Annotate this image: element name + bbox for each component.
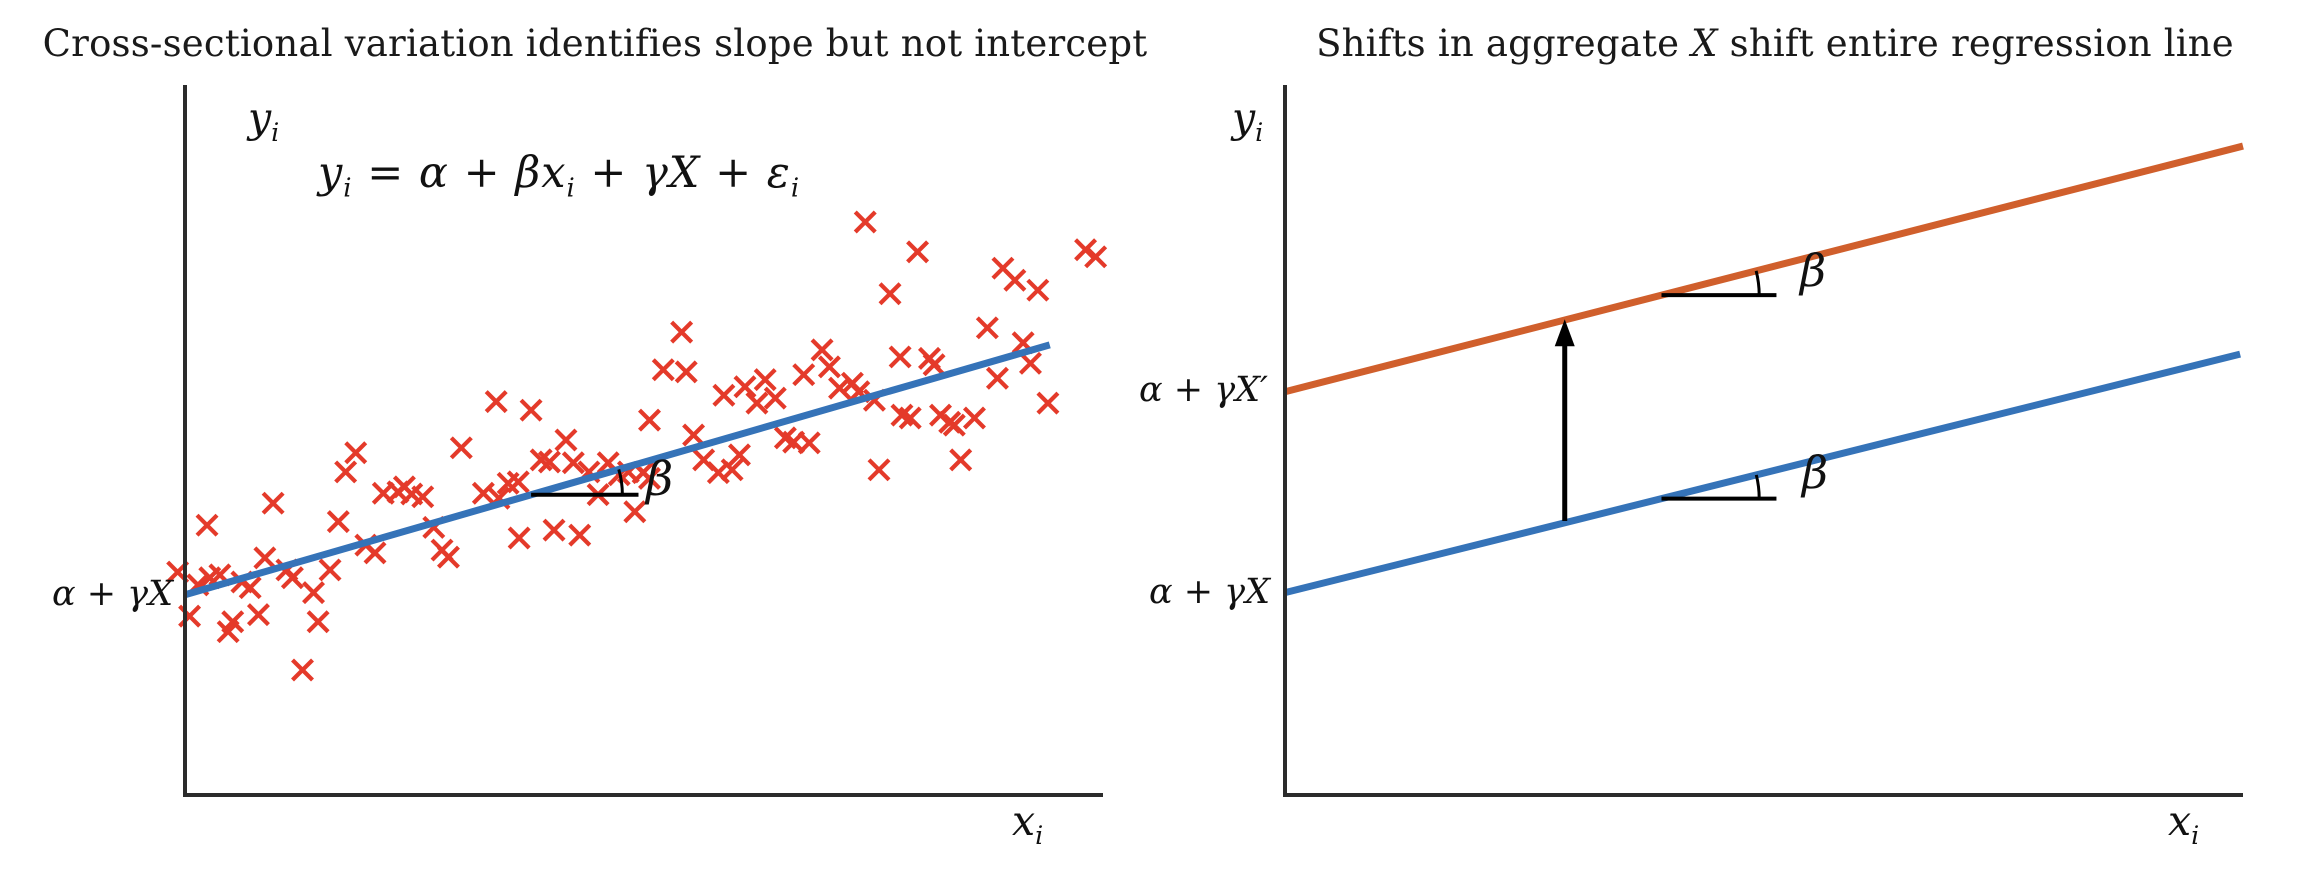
- lower-intercept-label: α + γX: [1148, 572, 1270, 612]
- left-panel-title: Cross-sectional variation identifies slo…: [42, 22, 1148, 65]
- model-equation: yi = α + βxi + γX + εi: [318, 148, 801, 204]
- left-intercept-label: α + γX: [51, 574, 173, 614]
- upper-intercept-label: α + γX′: [1139, 370, 1268, 410]
- right-panel-title: Shifts in aggregate X shift entire regre…: [1316, 22, 2234, 65]
- left-y-axis-label: yi: [248, 94, 280, 148]
- left-slope-beta-label: β: [646, 452, 674, 507]
- right-x-axis-label: xi: [2168, 797, 2200, 851]
- left-x-axis-label: xi: [1012, 797, 1044, 851]
- upper-slope-beta-label: β: [1800, 244, 1827, 297]
- lower-slope-beta-label: β: [1802, 446, 1829, 499]
- right-y-axis-label: yi: [1232, 94, 1264, 148]
